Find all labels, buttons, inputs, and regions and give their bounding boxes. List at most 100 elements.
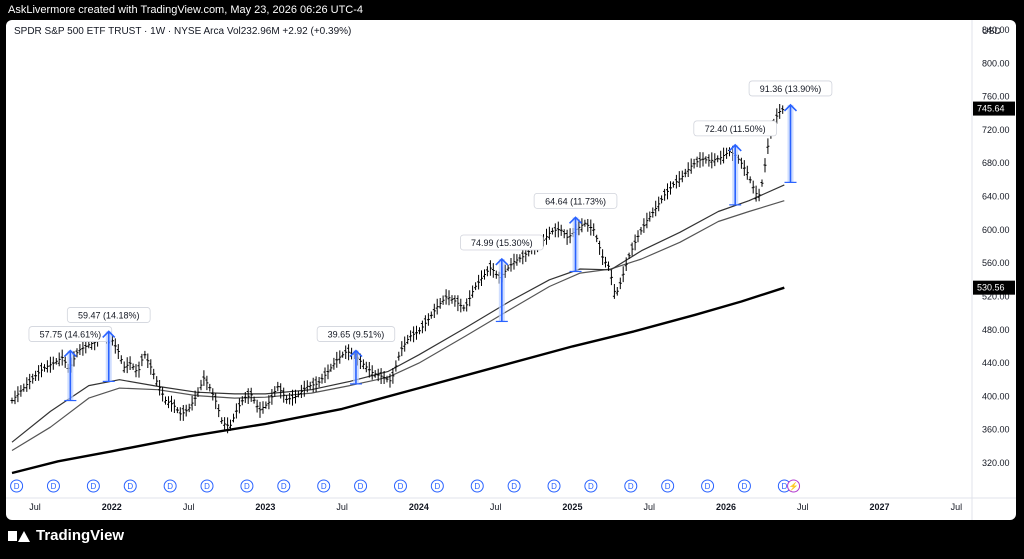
price-bar bbox=[25, 377, 29, 392]
price-bar bbox=[553, 223, 557, 238]
measure-arrow-head bbox=[728, 143, 742, 152]
price-bar bbox=[317, 377, 321, 388]
dividend-marker bbox=[200, 479, 214, 493]
price-bar bbox=[237, 398, 241, 414]
price-bar bbox=[161, 386, 165, 402]
price-bar bbox=[376, 368, 380, 382]
price-bar bbox=[429, 311, 433, 319]
brand-name: TradingView bbox=[36, 527, 125, 544]
dividend-marker-label: D bbox=[358, 482, 364, 491]
x-tick-label: 2022 bbox=[102, 502, 122, 512]
price-bar bbox=[488, 260, 492, 276]
measure-label-box bbox=[748, 80, 833, 97]
price-bar bbox=[426, 313, 430, 326]
dividend-marker-label: D bbox=[742, 482, 748, 491]
price-bar bbox=[480, 270, 483, 286]
event-marker bbox=[787, 479, 801, 493]
price-bar bbox=[695, 156, 699, 168]
price-bar bbox=[196, 387, 200, 397]
dividend-marker bbox=[317, 479, 331, 493]
price-bar bbox=[559, 224, 563, 236]
price-bar bbox=[211, 388, 215, 401]
price-bar bbox=[485, 266, 489, 277]
dividend-marker-label: D bbox=[90, 482, 96, 491]
tradingview-logo-icon bbox=[8, 529, 30, 543]
price-bar bbox=[320, 373, 324, 384]
price-bar bbox=[87, 341, 91, 349]
ma-mid-line bbox=[11, 184, 785, 443]
price-bar bbox=[583, 219, 587, 227]
measure-label-box bbox=[66, 307, 151, 323]
price-bar bbox=[677, 171, 681, 187]
attribution-header: AskLivermore created with TradingView.co… bbox=[8, 4, 364, 16]
price-bar bbox=[403, 336, 407, 352]
price-bar bbox=[409, 330, 413, 342]
price-bar bbox=[598, 240, 602, 255]
price-bar bbox=[113, 338, 117, 354]
chart-canvas[interactable]: USD320.00360.00400.00440.00480.00520.005… bbox=[6, 20, 1016, 520]
y-tick-label: 600.00 bbox=[982, 225, 1010, 235]
price-bar bbox=[291, 389, 294, 406]
price-bar bbox=[698, 152, 702, 168]
y-tick-label: 520.00 bbox=[982, 291, 1010, 301]
price-bar bbox=[639, 227, 643, 235]
price-bar bbox=[385, 375, 389, 383]
event-marker-icon: ⚡ bbox=[789, 481, 799, 491]
price-bar bbox=[220, 417, 224, 424]
measure-label: 59.47 (14.18%) bbox=[78, 310, 140, 320]
price-tag-label: 530.56 bbox=[977, 283, 1005, 293]
price-bar bbox=[468, 290, 472, 307]
price-bar bbox=[757, 188, 761, 202]
x-tick-label: Jul bbox=[29, 502, 41, 512]
price-bar bbox=[137, 361, 141, 378]
price-bar bbox=[31, 373, 35, 384]
price-bar bbox=[170, 395, 173, 412]
y-tick-label: 800.00 bbox=[982, 58, 1010, 68]
price-bar bbox=[264, 401, 268, 409]
price-bar bbox=[423, 315, 427, 332]
price-bar bbox=[713, 153, 717, 167]
symbol-info[interactable]: SPDR S&P 500 ETF TRUST · 1W · NYSE Arca … bbox=[14, 26, 352, 37]
price-bar bbox=[418, 327, 421, 335]
price-bar bbox=[412, 326, 416, 343]
price-bar bbox=[116, 344, 120, 359]
price-bar bbox=[193, 390, 197, 406]
price-bar bbox=[344, 345, 348, 359]
tradingview-logo: TradingView bbox=[8, 527, 124, 544]
ma-long-line bbox=[11, 286, 785, 475]
price-bar bbox=[683, 168, 687, 178]
chart-panel[interactable]: USD 320.00 360.00 400.00 440.00 480.00 520.00 5… bbox=[6, 20, 1016, 520]
price-bar bbox=[657, 196, 661, 212]
price-bar bbox=[178, 407, 182, 421]
measure-label-box bbox=[316, 326, 396, 342]
dividend-marker bbox=[701, 479, 715, 493]
dividend-marker-label: D bbox=[14, 482, 20, 491]
dividend-marker bbox=[470, 479, 484, 493]
price-bar bbox=[444, 289, 448, 305]
price-bar bbox=[208, 383, 212, 392]
price-bar bbox=[521, 249, 525, 265]
price-bar bbox=[367, 362, 371, 378]
x-tick-label: Jul bbox=[183, 502, 195, 512]
dividend-marker-label: D bbox=[204, 482, 210, 491]
price-bar bbox=[305, 380, 309, 393]
price-bar bbox=[441, 295, 445, 305]
price-bar bbox=[716, 155, 720, 163]
price-bar bbox=[607, 261, 610, 271]
price-bar bbox=[547, 226, 551, 240]
price-bar bbox=[615, 287, 619, 296]
price-bar bbox=[285, 395, 289, 404]
price-bar bbox=[382, 371, 386, 384]
dividend-marker-label: D bbox=[588, 482, 594, 491]
price-bar bbox=[43, 364, 46, 372]
price-bar bbox=[40, 362, 43, 378]
measure-label: 57.75 (14.61%) bbox=[40, 330, 102, 340]
ma-short-line bbox=[11, 200, 785, 452]
price-bar bbox=[299, 384, 303, 398]
dividend-marker-label: D bbox=[781, 482, 787, 491]
price-bar bbox=[232, 413, 235, 423]
x-tick-label: Jul bbox=[336, 502, 348, 512]
price-bar bbox=[314, 376, 318, 392]
price-bar bbox=[775, 108, 779, 124]
